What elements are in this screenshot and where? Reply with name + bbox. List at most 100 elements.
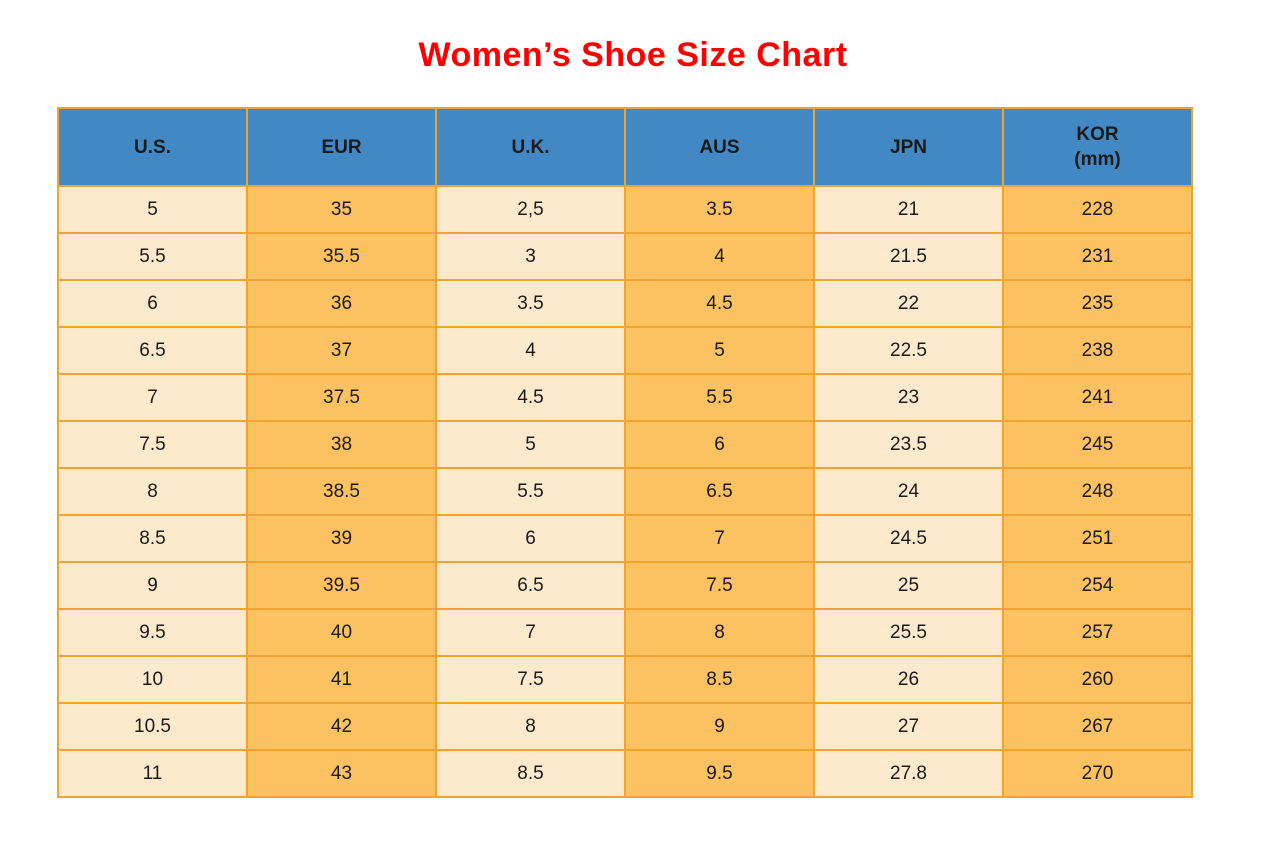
table-row: 10 41 7.5 8.5 26 260 xyxy=(57,655,1193,704)
size-cell: 8 xyxy=(435,702,626,751)
size-cell: 24 xyxy=(813,467,1004,516)
column-header: EUR xyxy=(246,107,437,187)
size-cell: 9.5 xyxy=(624,749,815,798)
table-header: U.S. EUR U.K. AUS JPN KOR (mm) xyxy=(57,107,1193,187)
page-title: Women’s Shoe Size Chart xyxy=(418,36,848,74)
size-cell: 39.5 xyxy=(246,561,437,610)
size-cell: 21 xyxy=(813,185,1004,234)
size-cell: 27.8 xyxy=(813,749,1004,798)
size-cell: 25 xyxy=(813,561,1004,610)
size-cell: 21.5 xyxy=(813,232,1004,281)
size-cell: 38.5 xyxy=(246,467,437,516)
table-row: 6.5 37 4 5 22.5 238 xyxy=(57,326,1193,375)
size-cell: 9 xyxy=(57,561,248,610)
size-cell: 22.5 xyxy=(813,326,1004,375)
size-cell: 8 xyxy=(624,608,815,657)
size-cell: 6.5 xyxy=(624,467,815,516)
size-cell: 5.5 xyxy=(624,373,815,422)
size-cell: 4 xyxy=(435,326,626,375)
size-cell: 241 xyxy=(1002,373,1193,422)
table-row: 8 38.5 5.5 6.5 24 248 xyxy=(57,467,1193,516)
size-cell: 6.5 xyxy=(435,561,626,610)
size-cell: 10 xyxy=(57,655,248,704)
size-cell: 11 xyxy=(57,749,248,798)
size-cell: 9.5 xyxy=(57,608,248,657)
size-cell: 3.5 xyxy=(624,185,815,234)
table-row: 7.5 38 5 6 23.5 245 xyxy=(57,420,1193,469)
table-row: 11 43 8.5 9.5 27.8 270 xyxy=(57,749,1193,798)
size-cell: 5 xyxy=(624,326,815,375)
shoe-size-table: U.S. EUR U.K. AUS JPN KOR (mm) 5 35 2,5 3.5 21 228 5… xyxy=(57,107,1193,798)
size-cell: 5 xyxy=(57,185,248,234)
table-body: 5 35 2,5 3.5 21 228 5.5 35.5 3 4 21.5 231 6 36 3.5 4.5 2… xyxy=(57,185,1193,798)
size-cell: 2,5 xyxy=(435,185,626,234)
table-row: 9 39.5 6.5 7.5 25 254 xyxy=(57,561,1193,610)
table-row: 8.5 39 6 7 24.5 251 xyxy=(57,514,1193,563)
size-cell: 4 xyxy=(624,232,815,281)
size-cell: 7 xyxy=(435,608,626,657)
size-cell: 260 xyxy=(1002,655,1193,704)
size-cell: 270 xyxy=(1002,749,1193,798)
column-header-label: U.S. xyxy=(134,136,171,158)
size-cell: 235 xyxy=(1002,279,1193,328)
size-cell: 41 xyxy=(246,655,437,704)
column-header-sublabel: (mm) xyxy=(1074,149,1121,170)
size-cell: 5 xyxy=(435,420,626,469)
size-cell: 24.5 xyxy=(813,514,1004,563)
column-header-label: JPN xyxy=(890,136,927,158)
size-cell: 248 xyxy=(1002,467,1193,516)
size-cell: 8 xyxy=(57,467,248,516)
size-cell: 231 xyxy=(1002,232,1193,281)
table-row: 6 36 3.5 4.5 22 235 xyxy=(57,279,1193,328)
table-row: 5.5 35.5 3 4 21.5 231 xyxy=(57,232,1193,281)
size-cell: 267 xyxy=(1002,702,1193,751)
size-cell: 257 xyxy=(1002,608,1193,657)
size-cell: 10.5 xyxy=(57,702,248,751)
size-cell: 38 xyxy=(246,420,437,469)
table-row: 10.5 42 8 9 27 267 xyxy=(57,702,1193,751)
table-row: 5 35 2,5 3.5 21 228 xyxy=(57,185,1193,234)
table-row: 9.5 40 7 8 25.5 257 xyxy=(57,608,1193,657)
size-cell: 40 xyxy=(246,608,437,657)
size-cell: 35 xyxy=(246,185,437,234)
size-cell: 8.5 xyxy=(435,749,626,798)
size-cell: 7.5 xyxy=(57,420,248,469)
size-cell: 6.5 xyxy=(57,326,248,375)
column-header: JPN xyxy=(813,107,1004,187)
size-cell: 6 xyxy=(435,514,626,563)
size-cell: 36 xyxy=(246,279,437,328)
size-cell: 228 xyxy=(1002,185,1193,234)
size-cell: 26 xyxy=(813,655,1004,704)
size-cell: 37 xyxy=(246,326,437,375)
size-cell: 8.5 xyxy=(57,514,248,563)
column-header-label: U.K. xyxy=(511,136,550,158)
size-cell: 6 xyxy=(624,420,815,469)
size-cell: 43 xyxy=(246,749,437,798)
size-cell: 5.5 xyxy=(57,232,248,281)
column-header: U.S. xyxy=(57,107,248,187)
column-header-label: EUR xyxy=(321,136,362,158)
size-cell: 35.5 xyxy=(246,232,437,281)
size-cell: 254 xyxy=(1002,561,1193,610)
size-cell: 27 xyxy=(813,702,1004,751)
column-header: U.K. xyxy=(435,107,626,187)
size-cell: 4.5 xyxy=(435,373,626,422)
size-cell: 7 xyxy=(624,514,815,563)
column-header-label: AUS xyxy=(699,136,740,158)
column-header-label: KOR xyxy=(1076,124,1119,145)
size-cell: 7.5 xyxy=(624,561,815,610)
column-header: KOR (mm) xyxy=(1002,107,1193,187)
size-cell: 22 xyxy=(813,279,1004,328)
size-cell: 6 xyxy=(57,279,248,328)
size-cell: 42 xyxy=(246,702,437,751)
size-cell: 39 xyxy=(246,514,437,563)
size-cell: 23 xyxy=(813,373,1004,422)
table-row: 7 37.5 4.5 5.5 23 241 xyxy=(57,373,1193,422)
column-header: AUS xyxy=(624,107,815,187)
size-cell: 23.5 xyxy=(813,420,1004,469)
size-cell: 25.5 xyxy=(813,608,1004,657)
size-cell: 4.5 xyxy=(624,279,815,328)
size-cell: 7 xyxy=(57,373,248,422)
size-cell: 37.5 xyxy=(246,373,437,422)
size-cell: 5.5 xyxy=(435,467,626,516)
